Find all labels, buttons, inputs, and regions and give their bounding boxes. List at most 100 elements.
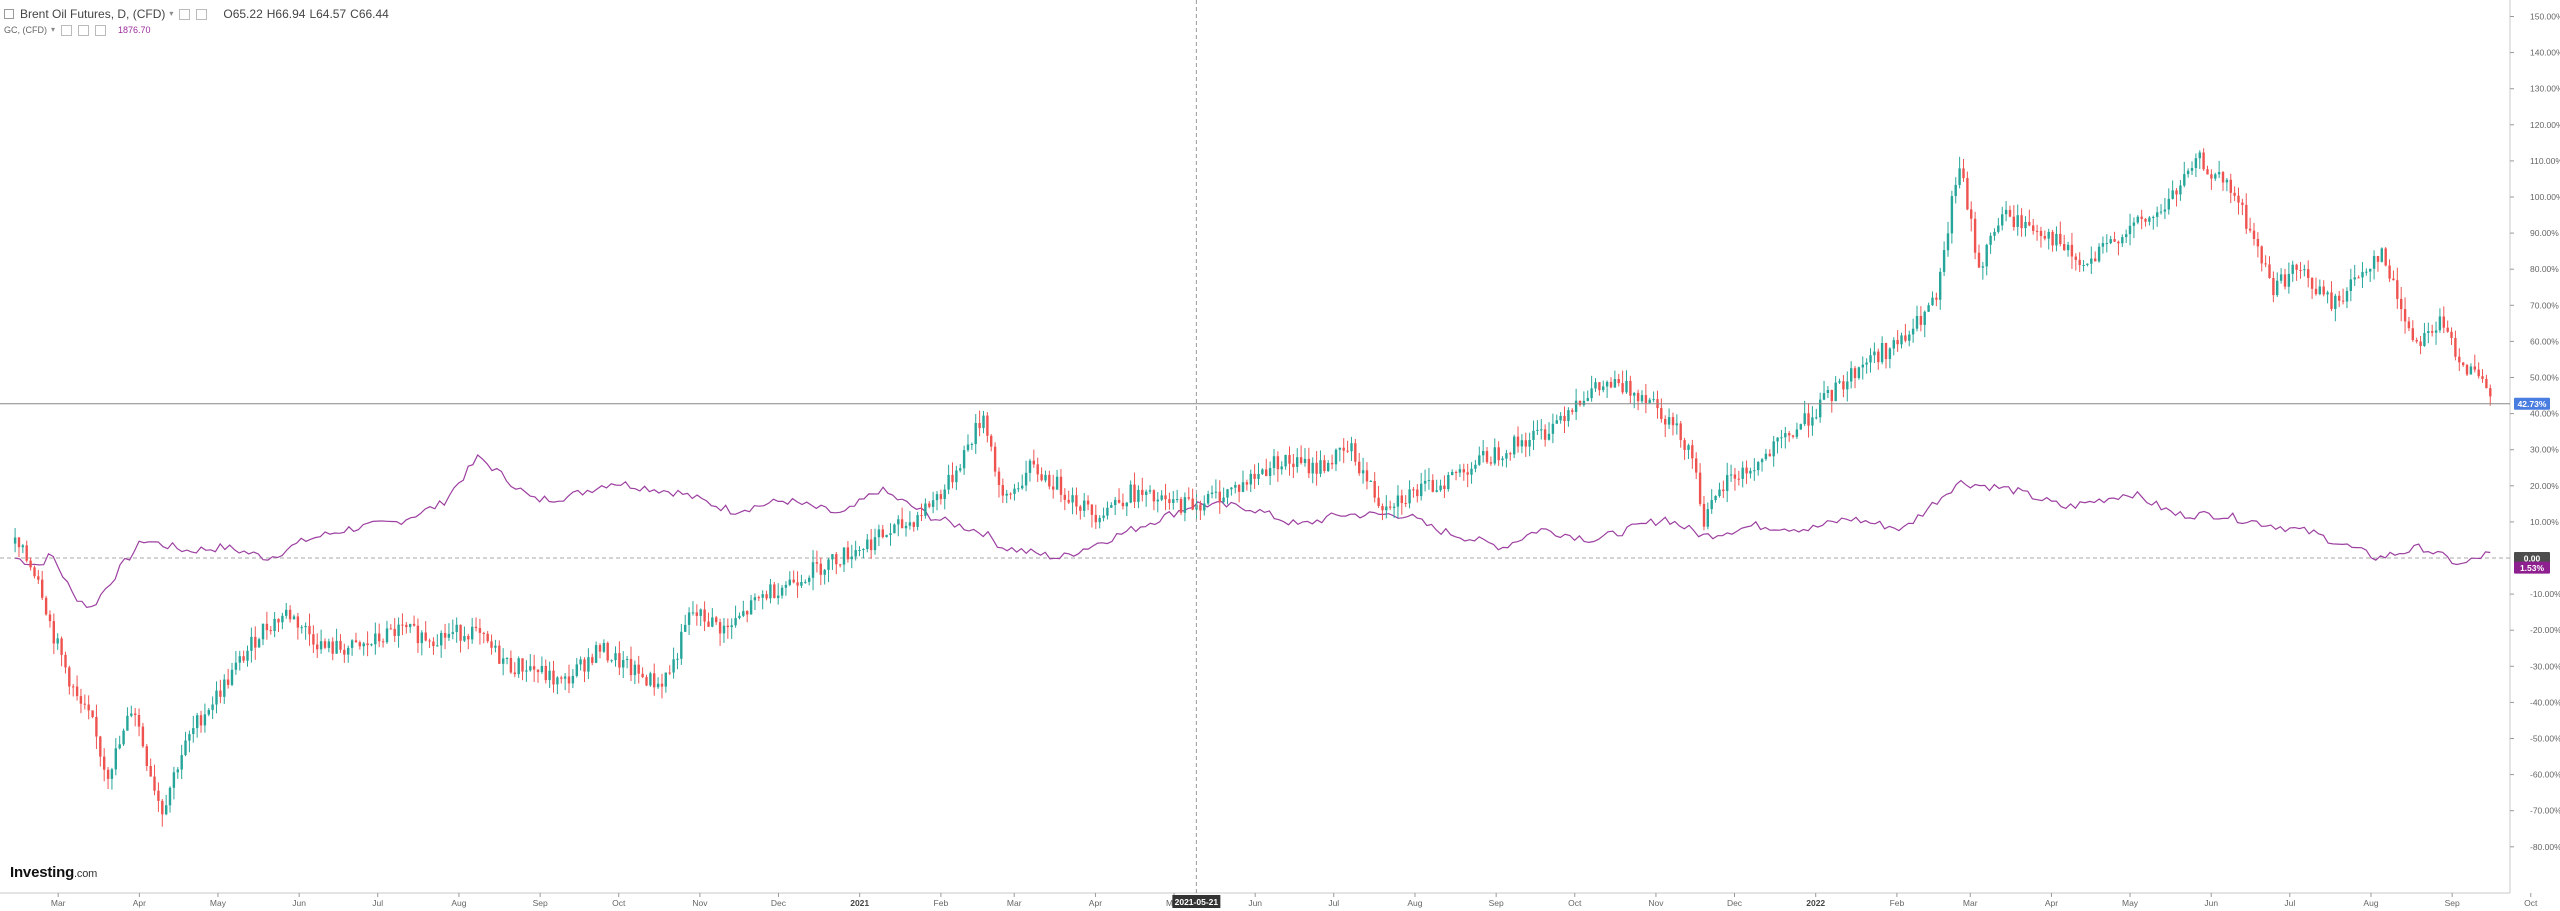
candle-body (1691, 445, 1694, 459)
candle-body (95, 717, 98, 737)
candle-body (1021, 485, 1024, 489)
candle-body (668, 672, 671, 674)
x-tick-label: Oct (1568, 898, 1582, 908)
y-tick-label: -50.00% (2530, 734, 2560, 744)
candle-body (970, 444, 974, 445)
candle-body (1203, 503, 1206, 511)
candle-body (1307, 458, 1311, 474)
candle-body (746, 611, 749, 615)
candle-body (2477, 369, 2480, 377)
candle-body (629, 659, 633, 676)
candle-body (134, 713, 137, 715)
y-axis[interactable]: 150.00% 140.00% 130.00% 120.00% 110.00% 100.0… (2510, 12, 2560, 852)
candle-body (858, 550, 861, 551)
candle-body (2427, 331, 2430, 333)
candle-body (532, 666, 536, 670)
candle-body (529, 666, 532, 671)
candle-body (1753, 470, 1756, 472)
candle-body (2314, 288, 2318, 295)
candle-body (1361, 470, 1365, 474)
candle-body (114, 748, 117, 770)
candle-body (1330, 462, 1334, 465)
candle-body (2163, 209, 2167, 212)
brent-candlesticks (13, 148, 2492, 827)
candle-body (1485, 451, 1489, 463)
legend-main-row[interactable]: Brent Oil Futures, D, (CFD) ▾ O65.22 H66… (4, 6, 389, 22)
candle-body (1524, 440, 1527, 447)
candle-body (2001, 214, 2004, 226)
candle-body (339, 640, 342, 650)
legend-high: H66.94 (266, 7, 306, 21)
candle-body (1698, 472, 1702, 504)
candle-body (2299, 269, 2302, 271)
remove-icon[interactable] (95, 24, 107, 36)
x-axis[interactable]: Mar Apr May Jun Jul Aug Sep Oct Nov Dec 2021 Feb Mar… (51, 893, 2538, 908)
visibility-icon[interactable] (196, 8, 208, 20)
legend-open: O65.22 (223, 7, 263, 21)
settings-icon[interactable] (61, 24, 73, 36)
candle-body (715, 617, 718, 623)
candle-body (1230, 487, 1233, 490)
x-tick-label: Jul (1328, 898, 1339, 908)
chevron-down-icon[interactable]: ▾ (169, 9, 174, 18)
candle-body (1884, 343, 1888, 360)
candle-body (1048, 474, 1051, 487)
chevron-down-icon[interactable]: ▾ (51, 25, 56, 34)
y-tick-label: -10.00% (2530, 589, 2560, 599)
plot-background[interactable] (0, 0, 2510, 893)
candle-body (1973, 218, 1977, 253)
candle-body (126, 715, 129, 731)
candle-body (254, 636, 257, 648)
candle-body (2008, 209, 2012, 217)
candle-body (1090, 504, 1094, 515)
candle-body (261, 623, 265, 640)
legend-compare-row[interactable]: GC, (CFD) ▾ 1876.70 (4, 22, 389, 38)
visibility-icon[interactable] (78, 24, 90, 36)
investing-logo: Investing.com (10, 864, 97, 881)
candle-body (1811, 417, 1814, 426)
candle-body (2090, 258, 2093, 264)
candle-body (703, 609, 706, 622)
candle-body (1024, 472, 1028, 486)
candle-body (1543, 429, 1547, 440)
candle-body (1757, 462, 1760, 471)
candle-body (1939, 271, 1942, 300)
collapse-toggle-icon[interactable] (4, 9, 14, 19)
candle-body (1892, 340, 1895, 349)
candle-body (366, 643, 369, 646)
candle-body (835, 554, 838, 565)
plot-area[interactable] (0, 0, 2511, 894)
candle-body (1466, 472, 1469, 475)
legend-low: L64.57 (309, 7, 347, 21)
candle-body (130, 713, 133, 716)
candle-body (141, 726, 145, 747)
candle-body (1822, 393, 1826, 400)
candle-body (1385, 506, 1388, 511)
candle-body (2485, 378, 2488, 389)
settings-icon[interactable] (179, 8, 191, 20)
candle-body (525, 670, 528, 672)
candle-body (1253, 473, 1256, 479)
candle-body (1237, 485, 1241, 492)
candle-body (1590, 388, 1593, 399)
candle-body (699, 609, 702, 616)
y-tick-label: -70.00% (2530, 806, 2560, 816)
candle-body (312, 634, 315, 645)
price-badges: 42.73% 0.001.53% 2021-05-21 (1172, 397, 2550, 908)
legend-compare-title[interactable]: GC, (CFD) (4, 25, 47, 35)
candle-body (432, 641, 435, 647)
candle-body (1497, 447, 1500, 461)
x-tick-label: Mar (51, 898, 66, 908)
candle-body (2167, 198, 2170, 210)
candle-body (1950, 196, 1954, 234)
candle-body (72, 686, 75, 688)
candle-body (2144, 218, 2147, 222)
candle-body (1110, 505, 1113, 508)
candle-body (1245, 482, 1249, 485)
x-tick-label: Nov (692, 898, 708, 908)
candle-body (575, 664, 578, 676)
candle-body (1241, 482, 1245, 492)
legend-main-title[interactable]: Brent Oil Futures, D, (CFD) (20, 7, 166, 21)
candle-body (416, 625, 420, 644)
